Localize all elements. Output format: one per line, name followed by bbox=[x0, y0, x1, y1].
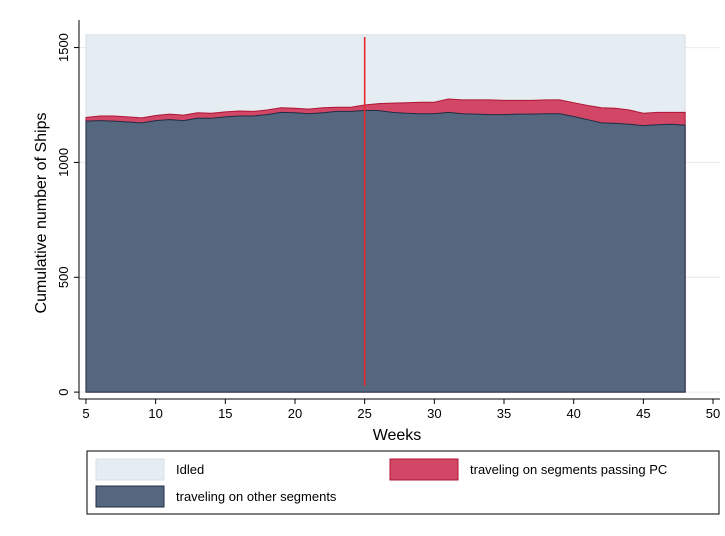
legend-swatch-passing-pc bbox=[389, 458, 459, 481]
legend-label-other-segments: traveling on other segments bbox=[176, 489, 337, 504]
y-tick-label-1000: 1000 bbox=[56, 148, 71, 177]
x-tick-label-10: 10 bbox=[148, 406, 162, 421]
x-axis-ticks: 5 10 15 20 25 30 35 40 45 50 bbox=[82, 399, 720, 421]
x-tick-label-45: 45 bbox=[636, 406, 650, 421]
x-tick-label-30: 30 bbox=[427, 406, 441, 421]
area-series bbox=[85, 34, 686, 393]
x-axis-title: Weeks bbox=[373, 427, 422, 444]
x-tick-label-35: 35 bbox=[497, 406, 511, 421]
y-tick-label-0: 0 bbox=[56, 388, 71, 395]
y-axis-title: Cumulative number of Ships bbox=[33, 113, 50, 314]
x-tick-label-15: 15 bbox=[218, 406, 232, 421]
x-tick-label-40: 40 bbox=[566, 406, 580, 421]
legend-label-idled: Idled bbox=[176, 462, 204, 477]
y-tick-label-500: 500 bbox=[56, 266, 71, 288]
x-tick-label-50: 50 bbox=[706, 406, 720, 421]
y-axis-ticks: 0 500 1000 1500 bbox=[56, 33, 79, 396]
legend-label-passing-pc: traveling on segments passing PC bbox=[470, 462, 667, 477]
y-tick-label-1500: 1500 bbox=[56, 33, 71, 62]
x-tick-label-20: 20 bbox=[288, 406, 302, 421]
legend-swatch-other-segments bbox=[95, 485, 165, 508]
x-tick-label-25: 25 bbox=[357, 406, 371, 421]
x-tick-label-5: 5 bbox=[82, 406, 89, 421]
area-traveling-on-other-segments bbox=[85, 110, 686, 393]
legend-swatch-idled bbox=[95, 458, 165, 481]
